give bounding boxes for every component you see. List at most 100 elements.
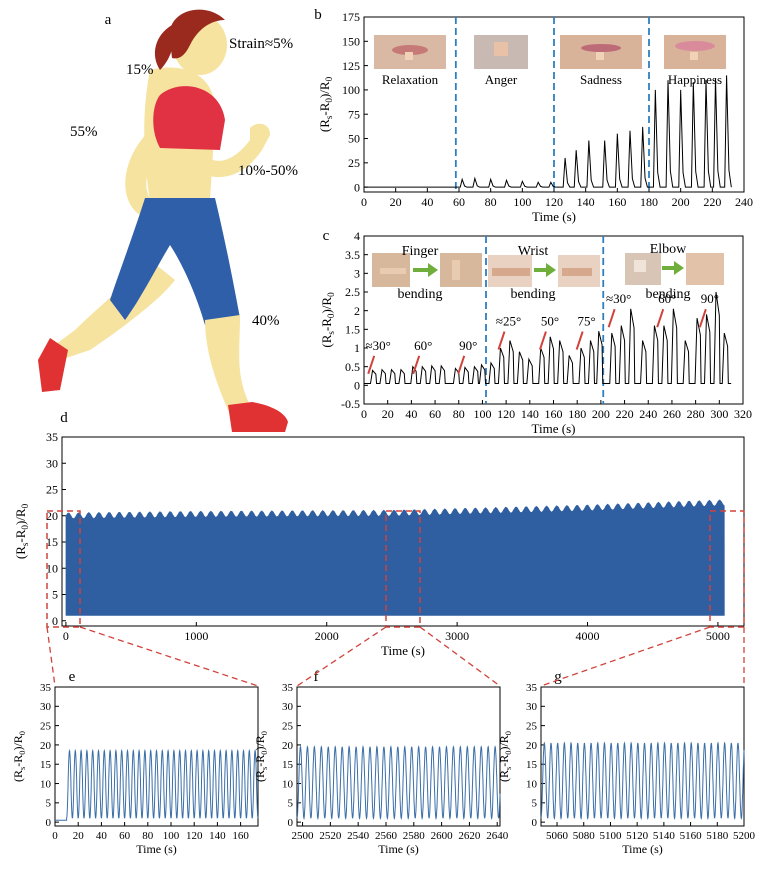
y-tick-label: 150	[342, 35, 360, 49]
y-tick-label: 3.5	[345, 248, 360, 262]
plot-frame	[54, 686, 259, 827]
x-tick-label: 240	[639, 407, 657, 421]
angle-label: 75°	[578, 314, 596, 329]
angle-label: 90°	[701, 291, 719, 306]
zoom-connector	[79, 626, 259, 687]
zoom-connector	[540, 626, 711, 687]
panel-letter-a: a	[105, 12, 112, 28]
x-tick-label: 2600	[431, 830, 454, 842]
x-tick-label: 0	[361, 407, 367, 421]
angle-label: ≈30°	[366, 338, 391, 353]
y-axis-label: (Rs-R0)/R0	[319, 292, 336, 348]
y-tick-label: 30	[40, 701, 52, 713]
signal-area	[65, 499, 725, 616]
y-tick-label: 35	[282, 682, 294, 694]
y-axis-label: (Rs-R0)/R0	[317, 76, 334, 132]
x-tick-label: 2620	[458, 830, 481, 842]
y-axis-label: (Rs-R0)/R0	[497, 731, 513, 782]
angle-arrow	[575, 331, 584, 350]
y-tick-label: 20	[40, 740, 52, 752]
y-tick-label: 10	[526, 778, 538, 790]
x-tick-label: 40	[405, 407, 417, 421]
x-tick-label: 2640	[486, 830, 509, 842]
x-tick-label: 180	[568, 407, 586, 421]
segment-label-bottom: bending	[510, 287, 555, 302]
segment-label: Anger	[485, 72, 518, 87]
zoom-window	[46, 510, 81, 628]
zoom-connectors	[46, 510, 745, 687]
x-tick-label: 60	[429, 407, 441, 421]
x-axis-label: Time (s)	[622, 842, 663, 856]
x-tick-label: 2500	[292, 830, 315, 842]
x-tick-label: 120	[186, 830, 203, 842]
x-tick-label: 5120	[626, 830, 649, 842]
x-tick-label: 220	[616, 407, 634, 421]
y-tick-label: 20	[46, 509, 58, 523]
segment-label-bottom: bending	[645, 287, 690, 302]
angle-arrow	[497, 331, 506, 350]
y-tick-label: 1	[354, 341, 360, 355]
x-tick-label: 120	[545, 195, 563, 209]
plot-frame	[296, 686, 501, 827]
x-tick-label: 220	[703, 195, 721, 209]
x-tick-label: 5100	[599, 830, 622, 842]
y-tick-label: 0	[288, 817, 294, 829]
panel-letter-c: c	[323, 228, 330, 244]
y-tick-label: 25	[40, 720, 52, 732]
x-tick-label: 120	[497, 407, 515, 421]
x-tick-label: 20	[382, 407, 394, 421]
x-tick-label: 300	[710, 407, 728, 421]
x-tick-label: 160	[232, 830, 249, 842]
angle-label: 90°	[459, 338, 477, 353]
x-tick-label: 80	[453, 407, 465, 421]
x-tick-label: 200	[592, 407, 610, 421]
y-tick-label: 0	[52, 614, 58, 628]
x-tick-label: 2580	[403, 830, 426, 842]
angle-arrow	[607, 308, 616, 328]
photo-happiness	[664, 35, 726, 69]
x-tick-label: 320	[734, 407, 752, 421]
x-tick-label: 5080	[573, 830, 596, 842]
photo-finger-2	[440, 253, 482, 287]
angle-label: ≈25°	[496, 314, 521, 329]
y-tick-label: 10	[40, 778, 52, 790]
oscillation-line	[296, 745, 501, 820]
x-tick-label: 5200	[733, 830, 756, 842]
y-tick-label: 0	[354, 180, 360, 194]
x-tick-label: 180	[640, 195, 658, 209]
segment-label-top: Wrist	[518, 244, 549, 259]
y-tick-label: 125	[342, 59, 360, 73]
y-tick-label: 75	[348, 107, 360, 121]
x-tick-label: 40	[421, 195, 433, 209]
y-tick-label: 25	[282, 720, 294, 732]
y-tick-label: 20	[526, 740, 538, 752]
x-axis-label: Time (s)	[136, 842, 177, 856]
green-arrow-3	[662, 261, 684, 275]
y-tick-label: 15	[46, 535, 58, 549]
photo-elbow-2	[686, 253, 724, 285]
y-tick-label: 25	[46, 483, 58, 497]
x-tick-label: 5180	[706, 830, 729, 842]
x-tick-label: 160	[608, 195, 626, 209]
y-tick-label: 4	[354, 229, 360, 243]
x-tick-label: 100	[473, 407, 491, 421]
strain-label-shoulder: 15%	[126, 62, 154, 78]
y-tick-label: 30	[526, 701, 538, 713]
x-tick-label: 80	[485, 195, 497, 209]
x-tick-label: 60	[453, 195, 465, 209]
photo-relaxation	[374, 35, 446, 69]
chart-e: 0 20 40 60 80 100 120 140 160 0 5 10 15 20 25 30 35 Time …	[11, 682, 259, 856]
x-axis-label: Time (s)	[532, 209, 576, 224]
x-tick-label: 0	[63, 629, 69, 643]
y-axis-label: (Rs-R0)/R0	[11, 731, 27, 782]
zoom-connector	[419, 626, 501, 687]
y-tick-label: 2.5	[345, 285, 360, 299]
x-tick-label: 140	[209, 830, 226, 842]
y-tick-label: 25	[526, 720, 538, 732]
y-tick-label: 5	[46, 798, 52, 810]
angle-label: ≈30°	[606, 291, 631, 306]
x-tick-label: 240	[735, 195, 753, 209]
x-tick-label: 140	[577, 195, 595, 209]
y-tick-label: 10	[282, 778, 294, 790]
angle-arrow	[367, 355, 376, 375]
